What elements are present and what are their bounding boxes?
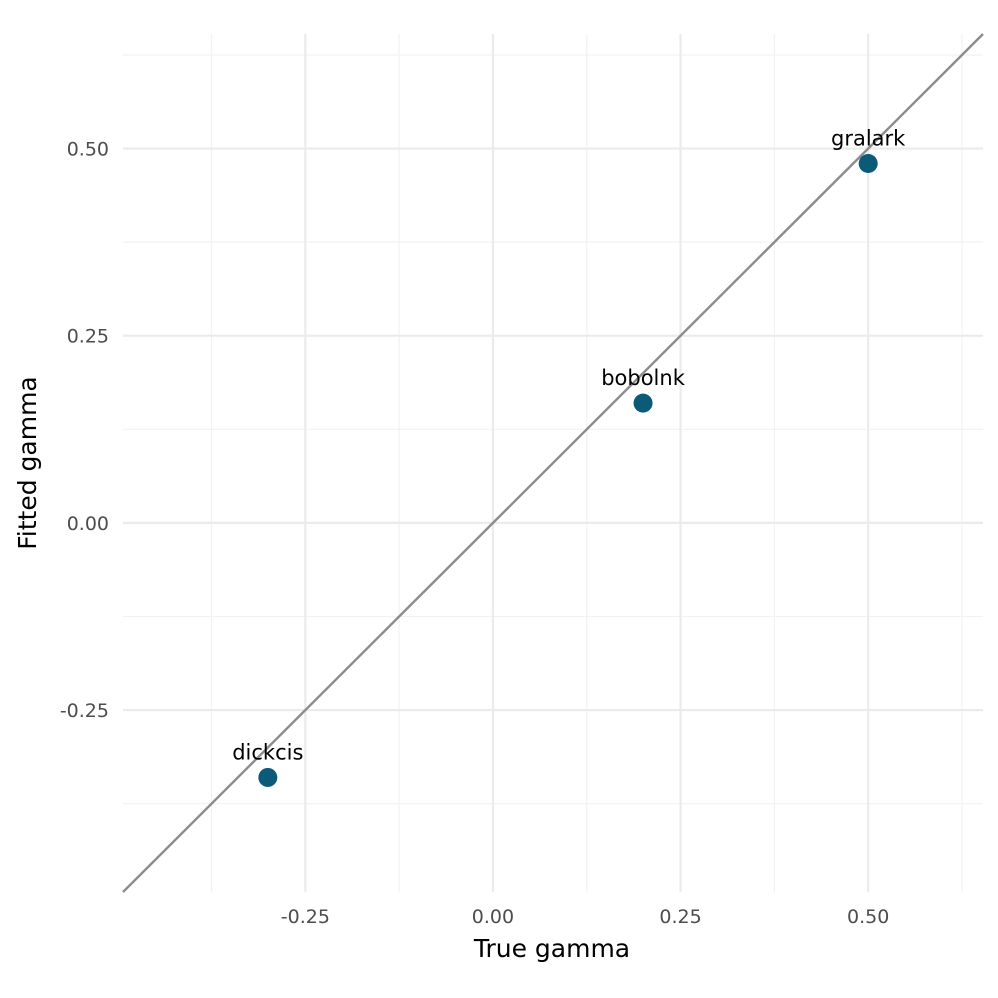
major-gridlines bbox=[123, 34, 983, 892]
point-label-bobolnk: bobolnk bbox=[601, 366, 686, 390]
data-point-dickcis bbox=[258, 767, 278, 787]
point-label-gralark: gralark bbox=[831, 127, 906, 151]
data-point-labels: dickcis bobolnk gralark bbox=[232, 127, 906, 765]
y-axis-title: Fitted gamma bbox=[13, 376, 42, 550]
x-tick-label: 0.50 bbox=[847, 906, 889, 928]
minor-gridlines bbox=[123, 34, 983, 892]
y-axis-tick-labels: -0.25 0.00 0.25 0.50 bbox=[60, 139, 109, 723]
y-tick-label: -0.25 bbox=[60, 700, 109, 722]
x-tick-label: -0.25 bbox=[281, 906, 330, 928]
point-label-dickcis: dickcis bbox=[232, 740, 303, 764]
x-tick-label: 0.25 bbox=[659, 906, 701, 928]
y-tick-label: 0.50 bbox=[67, 139, 109, 161]
identity-line bbox=[122, 33, 984, 893]
x-tick-label: 0.00 bbox=[472, 906, 514, 928]
data-points bbox=[258, 154, 878, 787]
x-axis-title: True gamma bbox=[473, 934, 630, 963]
data-point-bobolnk bbox=[633, 393, 653, 413]
y-tick-label: 0.25 bbox=[67, 326, 109, 348]
data-point-gralark bbox=[858, 154, 878, 174]
y-tick-label: 0.00 bbox=[67, 513, 109, 535]
identity-reference-line bbox=[122, 33, 984, 893]
x-axis-tick-labels: -0.25 0.00 0.25 0.50 bbox=[281, 906, 890, 928]
